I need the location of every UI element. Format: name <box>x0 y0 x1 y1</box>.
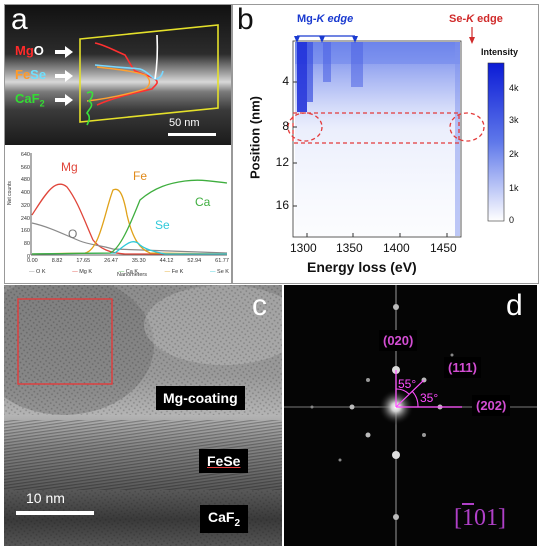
svg-text:Nanometers: Nanometers <box>117 272 147 278</box>
panel-d-label: d <box>506 289 523 322</box>
se-k-edge-label: Se-K edge <box>449 13 503 25</box>
panel-a-xticks: 0.00 8.82 17.65 26.47 35.30 44.12 52.94 … <box>27 258 229 264</box>
colorbar-tick-4k: 4k <box>509 83 519 93</box>
panel-b-xlabel: Energy loss (eV) <box>307 259 417 275</box>
colorbar-tick-2k: 2k <box>509 149 519 159</box>
panel-d: d (020) (111) (202) 55° 35° [101] <box>284 285 537 546</box>
element-label-mg: Mg <box>61 160 78 174</box>
element-label-fe: Fe <box>133 169 148 183</box>
panel-b: b <box>232 3 539 284</box>
panel-b-label: b <box>237 3 254 36</box>
panel-c-scale-bar-label: 10 nm <box>26 490 65 506</box>
panel-b-ylabel: Position (nm) <box>247 95 263 180</box>
panel-c-label: c <box>252 289 267 322</box>
panel-a-yticks: 640 560 480 400 320 240 160 80 0 <box>20 152 30 260</box>
panel-b-ytick-16: 16 <box>275 198 289 212</box>
spot-202-label: (202) <box>472 395 511 416</box>
colorbar-title: Intensity <box>481 47 519 57</box>
colorbar-tick-1k: 1k <box>509 183 519 193</box>
colorbar-tick-3k: 3k <box>509 115 519 125</box>
layer-label-caf2: CaF2 <box>15 91 45 109</box>
panel-b-xtick-1350: 1350 <box>336 241 363 255</box>
element-label-ca: Ca <box>195 195 211 209</box>
panel-c: c Mg-coating FeSe CaF2 10 nm <box>4 285 282 546</box>
panel-b-xtick-1400: 1400 <box>383 241 410 255</box>
element-label-se: Se <box>155 218 170 232</box>
angle-55-label: 55° <box>398 377 417 391</box>
mg-k-edge-label: Mg-K edge <box>297 13 354 25</box>
spot-111-label: (111) <box>444 357 481 378</box>
panel-a-eds-plot: Net counts Nanometers <box>5 145 231 283</box>
angle-35-label: 35° <box>420 391 439 405</box>
svg-text:Net counts: Net counts <box>7 181 13 205</box>
layer-label-fese: FeSe <box>15 67 47 82</box>
panel-b-xtick-1450: 1450 <box>430 241 457 255</box>
panel-a-tem-image <box>5 5 231 145</box>
zone-axis-label: [101] <box>454 505 506 531</box>
panel-a-legend: — O K — Mg K — Ca K — Fe K — Se K <box>29 269 229 275</box>
panel-b-heatmap <box>287 27 505 238</box>
panel-a-label: a <box>11 3 28 36</box>
fese-tag: FeSe <box>199 449 249 473</box>
panel-b-xtick-1300: 1300 <box>290 241 317 255</box>
panel-a-scale-bar-label: 50 nm <box>169 117 200 129</box>
panel-b-ytick-4: 4 <box>282 74 289 88</box>
element-label-o: O <box>68 227 78 241</box>
layer-label-mgo: MgO <box>15 43 44 58</box>
panel-b-ytick-8: 8 <box>282 119 289 133</box>
spot-020-label: (020) <box>379 330 418 351</box>
panel-a: a MgO FeSe CaF2 50 nm Net counts Nanomet… <box>4 3 232 284</box>
caf2-tag: CaF2 <box>200 505 249 533</box>
mg-coating-tag: Mg-coating <box>156 386 245 410</box>
colorbar-tick-0: 0 <box>509 215 515 225</box>
panel-b-ytick-12: 12 <box>275 155 289 169</box>
